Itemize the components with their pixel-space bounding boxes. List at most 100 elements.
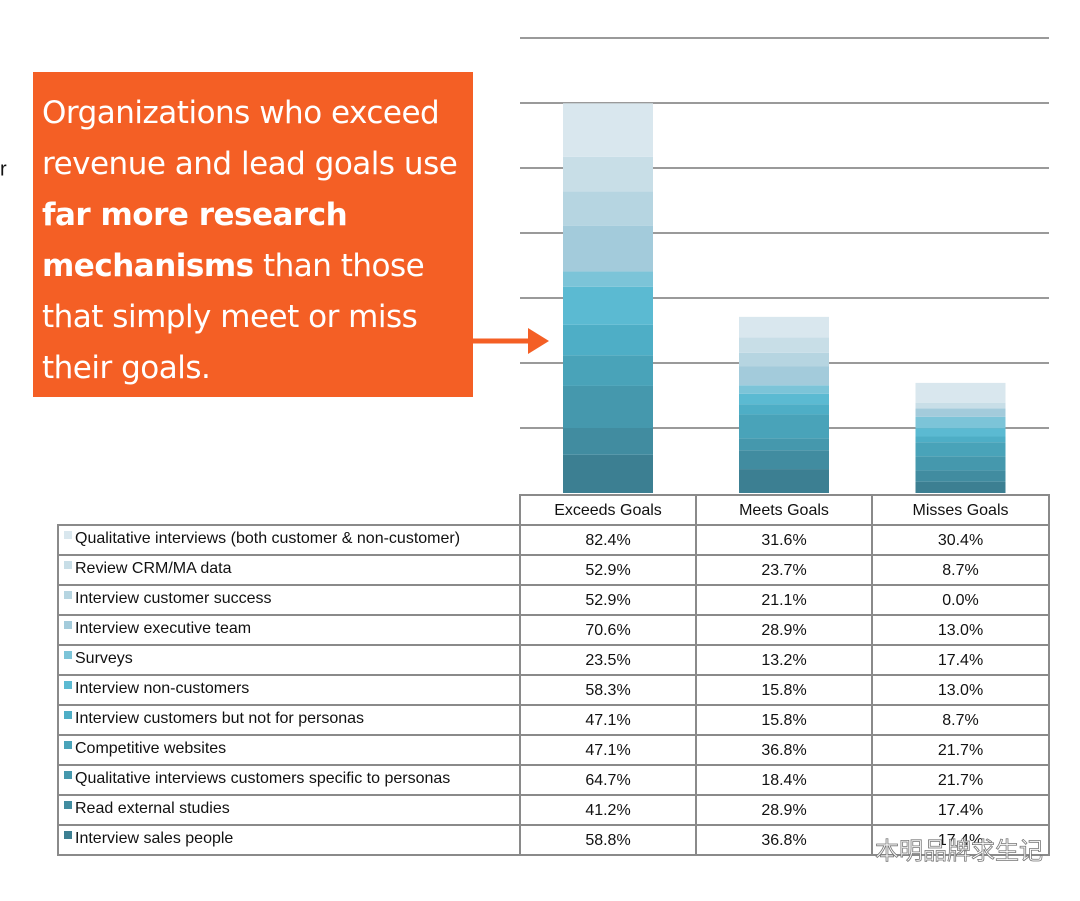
bar-segment — [563, 103, 653, 157]
bar-segment — [563, 156, 653, 192]
legend-swatch — [64, 801, 72, 809]
legend-swatch — [64, 681, 72, 689]
table-value: 13.0% — [938, 622, 983, 639]
legend-label: Interview non-customers — [75, 680, 249, 697]
bar-segment — [915, 470, 1006, 482]
legend-swatch — [64, 561, 72, 569]
table-value: 15.8% — [761, 712, 806, 729]
legend-swatch — [64, 741, 72, 749]
category-label: Misses Goals — [912, 502, 1008, 519]
bar-segment — [915, 416, 1006, 429]
table-value: 17.4% — [938, 832, 983, 849]
table-value: 36.8% — [761, 832, 806, 849]
table-value: 47.1% — [585, 742, 630, 759]
table-value: 13.0% — [938, 682, 983, 699]
table-value: 21.1% — [761, 592, 806, 609]
bar-segment — [563, 428, 653, 455]
bar-segment — [563, 385, 653, 428]
bar-segment — [563, 225, 653, 272]
table-value: 17.4% — [938, 802, 983, 819]
table-value: 17.4% — [938, 652, 983, 669]
legend-swatch — [64, 621, 72, 629]
legend-swatch — [64, 711, 72, 719]
bar-segment — [739, 450, 829, 470]
bar-segment — [739, 469, 829, 493]
table-value: 52.9% — [585, 562, 630, 579]
legend-label: Surveys — [75, 650, 133, 667]
bar-segment — [739, 404, 829, 415]
legend-label: Qualitative interviews customers specifi… — [75, 770, 450, 787]
bar-segment — [563, 191, 653, 226]
bar-segment — [563, 271, 653, 287]
bar-segment — [739, 366, 829, 386]
category-label: Exceeds Goals — [554, 502, 662, 519]
table-value: 58.3% — [585, 682, 630, 699]
legend-label: Qualitative interviews (both customer & … — [75, 530, 460, 547]
legend-swatch — [64, 531, 72, 539]
table-value: 30.4% — [938, 532, 983, 549]
category-label: Meets Goals — [739, 502, 829, 519]
table-row-border — [57, 644, 1050, 676]
watermark: 本明品牌求生记 — [875, 837, 1043, 865]
table-value: 70.6% — [585, 622, 630, 639]
legend-swatch — [64, 771, 72, 779]
table-value: 58.8% — [585, 832, 630, 849]
table-row-border — [57, 824, 1050, 856]
callout-text: Organizations who exceed revenue and lea… — [42, 95, 458, 182]
bar-segment — [563, 286, 653, 325]
legend-swatch — [64, 831, 72, 839]
table-value: 0.0% — [942, 592, 978, 609]
bar-segment — [915, 481, 1006, 493]
bar-segment — [563, 324, 653, 356]
bar-segment — [739, 385, 829, 394]
callout-text: far more research mechanisms — [42, 197, 348, 284]
table-value: 23.7% — [761, 562, 806, 579]
legend-swatch — [64, 651, 72, 659]
bar-segment — [563, 355, 653, 386]
legend-label: Read external studies — [75, 800, 230, 817]
bar-segment — [915, 456, 1006, 471]
legend-label: Review CRM/MA data — [75, 560, 232, 577]
bar-segment — [563, 454, 653, 493]
table-value: 47.1% — [585, 712, 630, 729]
table-value: 8.7% — [942, 712, 978, 729]
table-value: 15.8% — [761, 682, 806, 699]
table-value: 13.2% — [761, 652, 806, 669]
table-value: 21.7% — [938, 772, 983, 789]
bar-segment — [915, 382, 1006, 403]
bar-segment — [915, 402, 1006, 409]
bar-segment — [739, 352, 829, 367]
bar-segment — [915, 436, 1006, 443]
table-value: 36.8% — [761, 742, 806, 759]
legend-label: Interview customers but not for personas — [75, 710, 364, 727]
table-value: 64.7% — [585, 772, 630, 789]
bar-segment — [739, 414, 829, 439]
bar-segment — [739, 337, 829, 353]
legend-label: Interview sales people — [75, 830, 233, 847]
bar-segment — [915, 408, 1006, 417]
bar-segment — [739, 316, 829, 338]
table-value: 41.2% — [585, 802, 630, 819]
bar-segment — [739, 393, 829, 405]
bar-segment — [739, 438, 829, 451]
table-value: 31.6% — [761, 532, 806, 549]
table-value: 21.7% — [938, 742, 983, 759]
table-value: 23.5% — [585, 652, 630, 669]
legend-label: Competitive websites — [75, 740, 226, 757]
bar-segment — [915, 428, 1006, 437]
legend-label: Interview customer success — [75, 590, 272, 607]
table-value: 28.9% — [761, 802, 806, 819]
bar-segment — [915, 442, 1006, 457]
callout: Organizations who exceed revenue and lea… — [33, 72, 473, 397]
callout-text: than those that simply meet or miss thei… — [42, 248, 425, 386]
table-value: 8.7% — [942, 562, 978, 579]
table-value: 82.4% — [585, 532, 630, 549]
table-value: 18.4% — [761, 772, 806, 789]
table-value: 28.9% — [761, 622, 806, 639]
table-value: 52.9% — [585, 592, 630, 609]
legend-label: Interview executive team — [75, 620, 251, 637]
legend-swatch — [64, 591, 72, 599]
